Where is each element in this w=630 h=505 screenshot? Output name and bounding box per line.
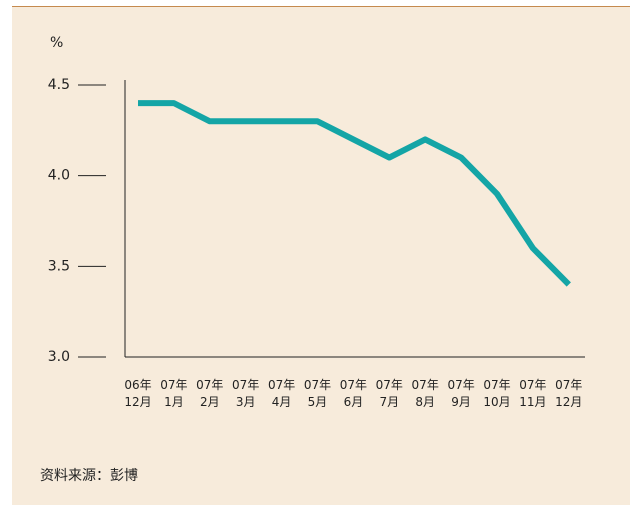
y-tick-label: 3.5 <box>48 258 70 274</box>
unit-label: % <box>50 35 63 51</box>
x-tick-label: 07年 9月 <box>447 378 475 409</box>
x-tick-label: 07年 6月 <box>339 378 368 409</box>
x-tick-label: 07年 7月 <box>375 378 403 409</box>
y-tick-label: 4.5 <box>48 77 70 93</box>
x-tick-label: 07年 11月 <box>519 378 547 409</box>
x-tick-label: 07年 1月 <box>160 378 188 409</box>
x-tick-label: 07年 2月 <box>196 378 224 409</box>
x-tick-label: 07年 4月 <box>267 378 296 409</box>
x-tick-label: 07年 12月 <box>555 378 583 409</box>
y-tick-label: 4.0 <box>48 168 70 184</box>
x-tick-label: 07年 5月 <box>303 378 332 409</box>
data-line <box>138 100 571 287</box>
y-tick-label: 3.0 <box>48 349 70 365</box>
x-tick-label: 07年 10月 <box>483 378 511 409</box>
x-tick-label: 06年 12月 <box>124 378 152 409</box>
x-tick-label: 07年 3月 <box>232 378 260 409</box>
source-note: 资料来源：彭博 <box>40 468 138 484</box>
x-tick-label: 07年 8月 <box>411 378 439 409</box>
panel <box>12 6 630 505</box>
